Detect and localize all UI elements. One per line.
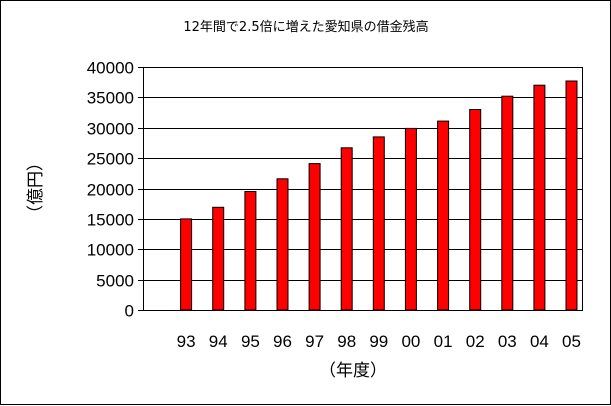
x-tick-label: 03 [498, 332, 517, 351]
bar-99 [372, 136, 385, 311]
axes [138, 67, 583, 311]
gridlines [143, 67, 583, 281]
x-tick-label: 99 [369, 332, 388, 351]
chart-title: 12年間で2.5倍に増えた愛知県の借金残高 [183, 19, 428, 35]
bar-94 [212, 206, 225, 311]
bar-03 [501, 95, 514, 311]
x-axis-label: （年度） [319, 361, 387, 381]
bar-97 [308, 163, 321, 311]
bar-05 [565, 80, 578, 311]
bar-95 [244, 191, 257, 311]
x-tick-label: 98 [337, 332, 356, 351]
y-tick-label: 20000 [87, 181, 134, 200]
y-tick-label: 25000 [87, 150, 134, 169]
y-axis-label: （億円） [26, 154, 46, 222]
y-tick-label: 30000 [87, 120, 134, 139]
x-tick-label: 97 [305, 332, 324, 351]
x-tick-label: 94 [209, 332, 228, 351]
x-tick-label: 00 [401, 332, 420, 351]
y-tick-label: 15000 [87, 211, 134, 230]
bars [180, 80, 578, 311]
bar-01 [437, 120, 450, 311]
bar-98 [340, 147, 353, 311]
bar-04 [533, 84, 546, 311]
bar-96 [276, 178, 289, 311]
y-tick-label: 5000 [96, 272, 134, 291]
x-tick-label: 04 [530, 332, 549, 351]
x-tick-label: 05 [562, 332, 581, 351]
y-tick-label: 0 [125, 302, 134, 321]
x-tick-labels: 93 94 95 96 97 98 99 00 01 02 03 04 05 [177, 332, 581, 351]
y-tick-label: 40000 [87, 59, 134, 78]
x-tick-label: 96 [273, 332, 292, 351]
y-tick-label: 35000 [87, 89, 134, 108]
plot-area-border [143, 67, 583, 311]
x-tick-label: 02 [466, 332, 485, 351]
x-tick-label: 01 [434, 332, 453, 351]
bar-93 [180, 218, 193, 311]
x-tick-label: 95 [241, 332, 260, 351]
x-tick-label: 93 [177, 332, 196, 351]
bar-00 [404, 127, 417, 311]
bar-02 [469, 109, 482, 311]
y-tick-label: 10000 [87, 241, 134, 260]
y-tick-labels: 0 5000 10000 15000 20000 25000 30000 35000 40000 [87, 59, 134, 321]
